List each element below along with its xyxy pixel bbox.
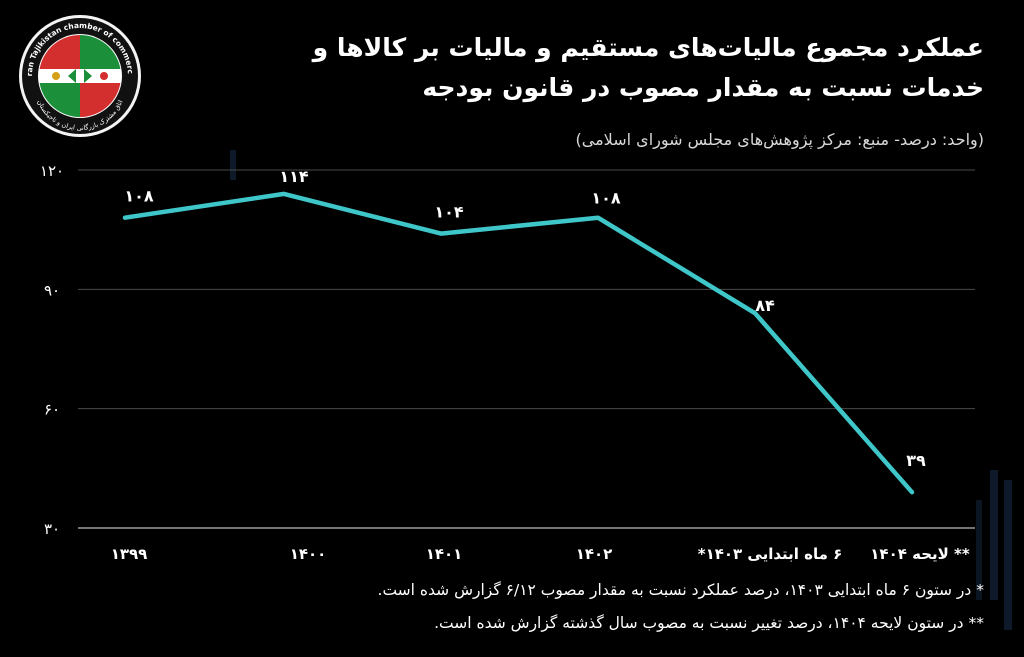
data-label: ۳۹ <box>906 451 926 470</box>
y-tick-label: ۱۲۰ <box>40 162 64 180</box>
x-tick-label: ۱۴۰۲ <box>576 545 613 563</box>
x-tick-label: ** لایحه ۱۴۰۴ <box>870 545 970 563</box>
y-tick-label: ۳۰ <box>44 520 60 538</box>
chart-subtitle: (واحد: درصد- منبع: مرکز پژوهش‌های مجلس ش… <box>575 130 984 149</box>
data-label: ۸۴ <box>755 296 775 315</box>
x-axis-ticks: ۱۳۹۹ ۱۴۰۰ ۱۴۰۱ ۱۴۰۲ ۶ ماه ابتدایی ۱۴۰۳* ** لا… <box>111 545 970 563</box>
chamber-of-commerce-logo: Iran Tajikistan chamber of commerce اتاق… <box>18 14 141 137</box>
line-chart: ۳۰ ۶۰ ۹۰ ۱۲۰ ۱۳۹۹ ۱۴۰۰ ۱۴۰۱ ۱۴۰۲ ۶ ماه ابتدایی … <box>40 162 975 563</box>
data-label: ۱۰۸ <box>124 187 154 206</box>
y-tick-label: ۹۰ <box>44 281 60 299</box>
x-tick-label: ۱۳۹۹ <box>111 545 148 563</box>
footnote-2: ** در ستون لایحه ۱۴۰۴، درصد تغییر نسبت ب… <box>434 614 984 632</box>
footnote-1: * در ستون ۶ ماه ابتدایی ۱۴۰۳، درصد عملکر… <box>377 581 984 599</box>
decor-bar <box>230 150 236 180</box>
x-tick-label: ۶ ماه ابتدایی ۱۴۰۳* <box>698 545 843 563</box>
data-label: ۱۰۸ <box>591 189 621 208</box>
decor-bar <box>976 500 982 600</box>
decor-bar <box>1004 480 1012 630</box>
data-labels: ۱۰۸ ۱۱۴ ۱۰۴ ۱۰۸ ۸۴ ۳۹ <box>124 167 926 470</box>
chart-title: عملکرد مجموع مالیات‌های مستقیم و مالیات … <box>312 33 984 102</box>
data-label: ۱۱۴ <box>279 167 309 186</box>
x-tick-label: ۱۴۰۱ <box>426 545 463 563</box>
y-tick-label: ۶۰ <box>44 401 60 419</box>
series-line <box>122 191 915 495</box>
x-tick-label: ۱۴۰۰ <box>290 545 327 563</box>
y-axis-ticks: ۳۰ ۶۰ ۹۰ ۱۲۰ <box>40 162 64 538</box>
data-label: ۱۰۴ <box>434 203 464 222</box>
grid-lines <box>78 169 975 529</box>
decor-bar <box>990 470 998 600</box>
